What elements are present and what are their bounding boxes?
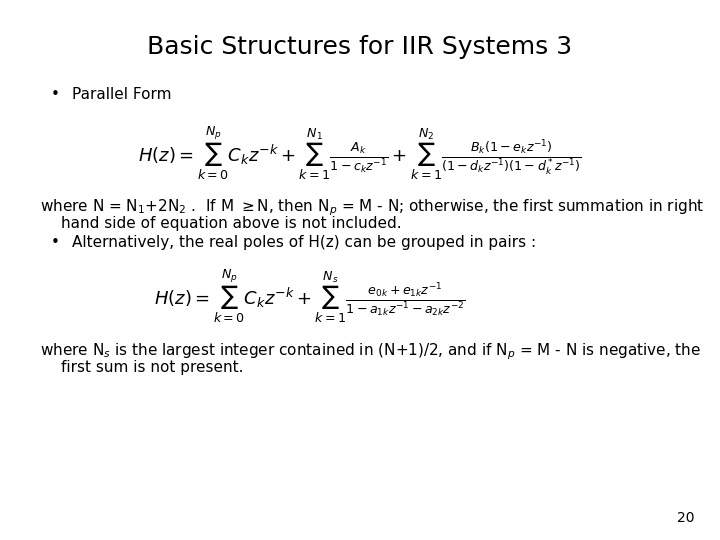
Text: Alternatively, the real poles of H(z) can be grouped in pairs :: Alternatively, the real poles of H(z) ca… bbox=[72, 235, 536, 250]
Text: $H(z) = \sum_{k=0}^{N_p} C_k z^{-k} + \sum_{k=1}^{N_1} \frac{A_k}{1 - c_k z^{-1}: $H(z) = \sum_{k=0}^{N_p} C_k z^{-k} + \s… bbox=[138, 124, 582, 182]
Text: $H(z) = \sum_{k=0}^{N_p} C_k z^{-k} + \sum_{k=1}^{N_s} \frac{e_{0k} + e_{1k} z^{: $H(z) = \sum_{k=0}^{N_p} C_k z^{-k} + \s… bbox=[154, 267, 465, 325]
Text: where N = N$_1$+2N$_2$ .  If M $\geq$N, then N$_p$ = M - N; otherwise, the first: where N = N$_1$+2N$_2$ . If M $\geq$N, t… bbox=[40, 197, 704, 218]
Text: 20: 20 bbox=[678, 511, 695, 525]
Text: first sum is not present.: first sum is not present. bbox=[61, 360, 243, 375]
Text: Parallel Form: Parallel Form bbox=[72, 87, 171, 103]
Text: •: • bbox=[50, 235, 59, 250]
Text: where N$_s$ is the largest integer contained in (N+1)/2, and if N$_p$ = M - N is: where N$_s$ is the largest integer conta… bbox=[40, 341, 701, 362]
Text: •: • bbox=[50, 87, 59, 103]
Text: hand side of equation above is not included.: hand side of equation above is not inclu… bbox=[61, 216, 402, 231]
Text: Basic Structures for IIR Systems 3: Basic Structures for IIR Systems 3 bbox=[148, 35, 572, 59]
